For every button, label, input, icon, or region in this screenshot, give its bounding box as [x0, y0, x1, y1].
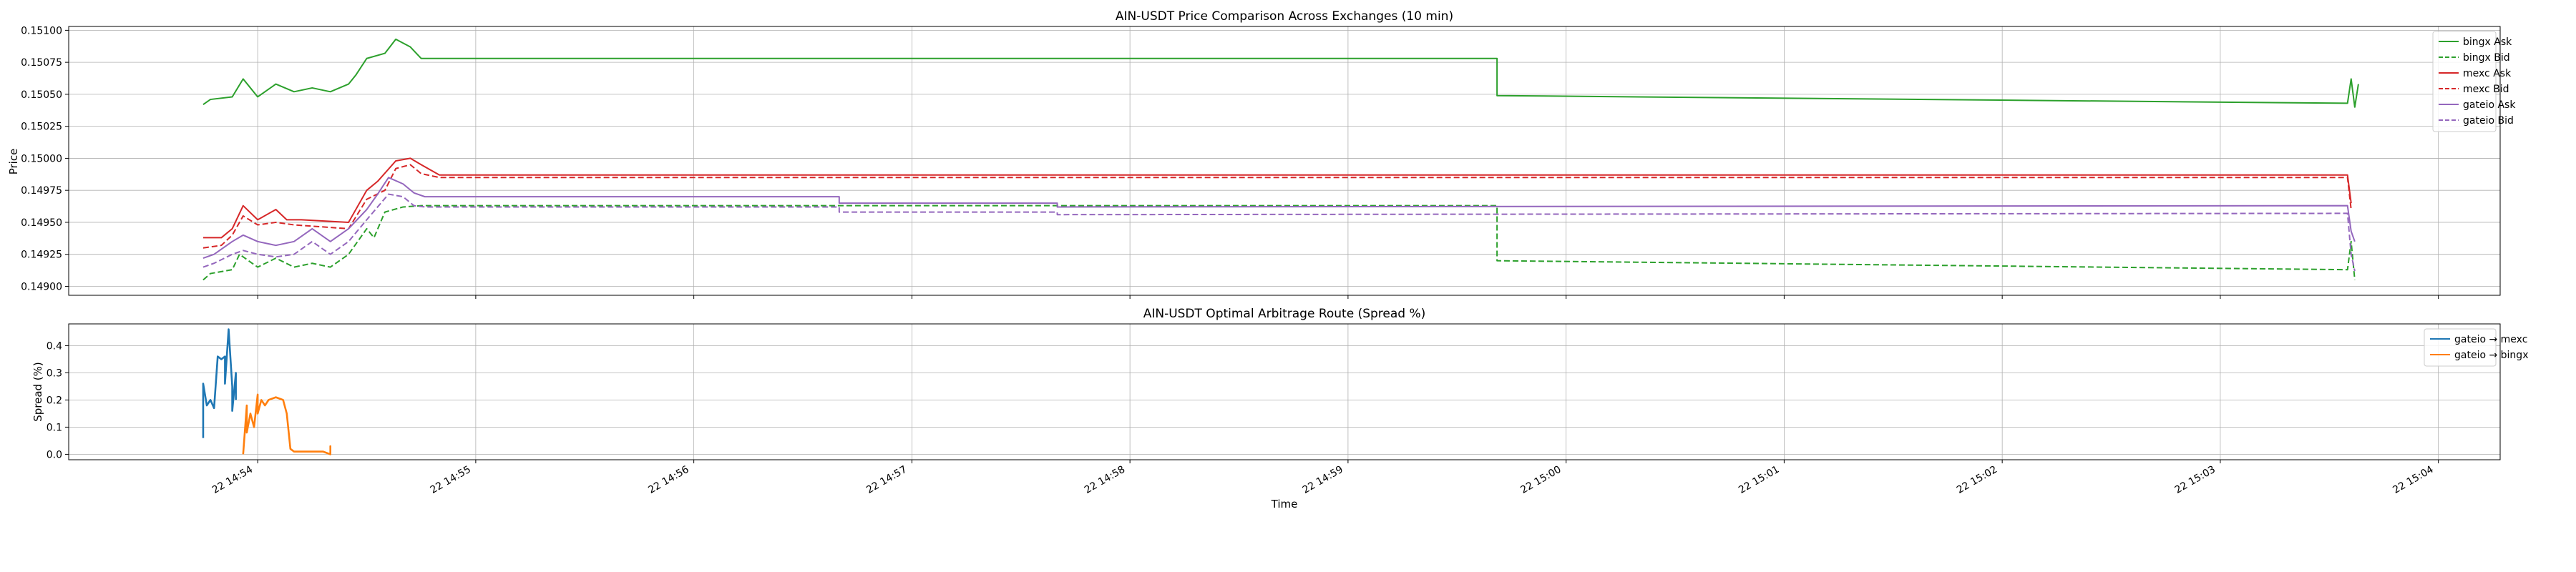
- legend-label: gateio → bingx: [2454, 350, 2528, 361]
- y-tick-label: 0.14975: [21, 185, 62, 197]
- y-tick-label: 0.1: [47, 422, 62, 433]
- price-comparison-chart: AIN-USDT Price Comparison Across Exchang…: [7, 9, 2516, 299]
- y-tick-label: 0.15050: [21, 89, 62, 101]
- series-line-gateio-bingx: [242, 393, 332, 455]
- series-line-mexc-bid: [203, 164, 2352, 249]
- spread-chart-y-ticks: 0.0 0.1 0.2 0.3 0.4: [47, 340, 69, 460]
- legend-label: bingx Ask: [2463, 36, 2512, 48]
- price-chart-series: [203, 38, 2359, 281]
- x-tick-label: 22 14:57: [864, 464, 909, 496]
- series-line-bingx-ask: [203, 38, 2359, 108]
- spread-chart-series: [202, 328, 332, 455]
- y-tick-label: 0.15025: [21, 122, 62, 133]
- y-tick-label: 0.14950: [21, 217, 62, 229]
- x-tick-label: 22 14:54: [210, 464, 255, 496]
- spread-chart-xlabel: Time: [1271, 498, 1298, 511]
- y-tick-label: 0.4: [47, 340, 62, 352]
- series-line-gateio-mexc: [202, 328, 237, 438]
- price-chart-x-ticks: [257, 295, 2439, 299]
- legend-label: mexc Ask: [2463, 68, 2512, 79]
- series-line-bingx-bid: [203, 204, 2356, 281]
- spread-chart: AIN-USDT Optimal Arbitrage Route (Spread…: [31, 307, 2528, 511]
- spread-chart-grid: [69, 324, 2500, 460]
- y-tick-label: 0.14900: [21, 281, 62, 292]
- legend-label: gateio Bid: [2463, 115, 2514, 127]
- y-tick-label: 0.0: [47, 449, 62, 460]
- price-chart-ylabel: Price: [7, 149, 20, 175]
- y-tick-label: 0.14925: [21, 250, 62, 261]
- y-tick-label: 0.2: [47, 395, 62, 406]
- spread-chart-ylabel: Spread (%): [31, 362, 44, 422]
- x-tick-label: 22 14:56: [646, 464, 691, 496]
- x-tick-label: 22 15:00: [1518, 464, 1563, 496]
- x-tick-label: 22 15:01: [1737, 464, 1781, 496]
- y-tick-label: 0.15100: [21, 25, 62, 36]
- legend-label: gateio Ask: [2463, 99, 2516, 111]
- y-tick-label: 0.15075: [21, 57, 62, 69]
- series-line-gateio-ask: [203, 177, 2356, 260]
- x-tick-label: 22 14:59: [1301, 464, 1345, 496]
- price-chart-legend: bingx Ask bingx Bid mexc Ask mexc Bid gateio…: [2432, 31, 2516, 132]
- price-chart-frame: [68, 26, 2501, 296]
- price-chart-title: AIN-USDT Price Comparison Across Exchang…: [1116, 9, 1453, 24]
- x-tick-label: 22 14:58: [1083, 464, 1127, 496]
- y-tick-label: 0.15000: [21, 153, 62, 164]
- legend-label: gateio → mexc: [2454, 334, 2527, 345]
- y-tick-label: 0.3: [47, 368, 62, 379]
- spread-chart-legend: gateio → mexc gateio → bingx: [2424, 328, 2528, 367]
- x-tick-label: 22 15:04: [2391, 464, 2435, 496]
- spread-chart-x-ticks: 22 14:54 22 14:55 22 14:56 22 14:57 22 14:58…: [210, 460, 2439, 496]
- spread-chart-frame: [68, 323, 2501, 460]
- legend-label: mexc Bid: [2463, 84, 2509, 95]
- legend-label: bingx Bid: [2463, 52, 2510, 64]
- series-line-gateio-bid: [203, 193, 2356, 272]
- spread-chart-title: AIN-USDT Optimal Arbitrage Route (Spread…: [1143, 307, 1426, 321]
- price-chart-y-ticks: 0.14900 0.14925 0.14950 0.14975 0.15000 0.150…: [21, 25, 69, 292]
- series-line-mexc-ask: [203, 157, 2352, 239]
- x-tick-label: 22 15:02: [1955, 464, 1999, 496]
- x-tick-label: 22 15:03: [2173, 464, 2218, 496]
- x-tick-label: 22 14:55: [429, 464, 473, 496]
- price-chart-grid: [69, 26, 2500, 295]
